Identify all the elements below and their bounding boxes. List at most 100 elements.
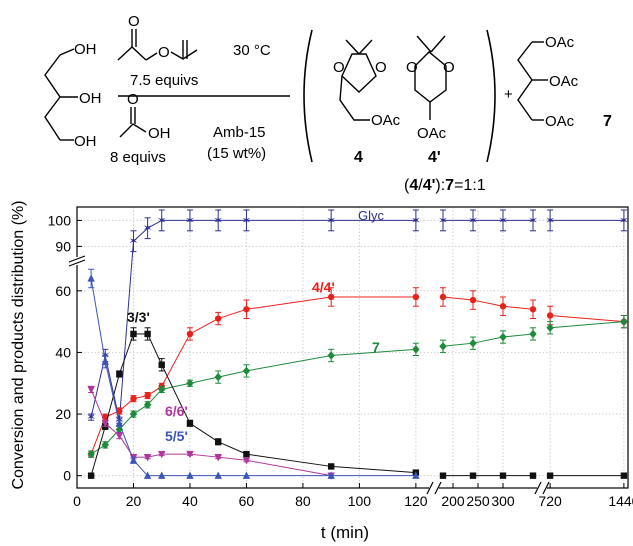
dioxane-o1: O xyxy=(406,59,418,76)
data-point xyxy=(412,293,420,301)
data-point xyxy=(529,472,537,479)
dioxolane-oac: OAc xyxy=(371,112,401,129)
temperature: 30 °C xyxy=(233,42,271,59)
series-line-segment xyxy=(218,441,247,455)
series-line-segment xyxy=(331,348,416,357)
y-tick-label: 60 xyxy=(55,283,71,299)
data-point xyxy=(158,361,165,368)
y-break-mask xyxy=(69,257,85,265)
ratio-4: 4 xyxy=(409,177,418,194)
series-line-segment xyxy=(189,318,219,335)
x-break xyxy=(542,481,550,495)
data-point xyxy=(129,456,138,464)
series-line-segment xyxy=(161,333,191,387)
series-line-segment xyxy=(331,465,416,474)
data-point xyxy=(327,463,335,470)
plus-sign: + xyxy=(504,86,513,103)
data-point xyxy=(327,293,335,301)
x-break-mask xyxy=(429,482,439,494)
data-point xyxy=(87,472,95,479)
data-point xyxy=(499,303,507,310)
y-tick-label: 40 xyxy=(55,344,71,360)
data-point xyxy=(327,471,335,479)
product-7-label: 7 xyxy=(603,113,612,130)
data-point xyxy=(242,457,251,465)
data-point xyxy=(243,450,250,458)
data-point xyxy=(469,296,477,304)
series-line-segment xyxy=(246,459,332,477)
data-point xyxy=(243,306,250,313)
data-point: ✶ xyxy=(86,410,96,424)
series-line-segment xyxy=(118,241,134,421)
catalyst-loading: (15 wt%) xyxy=(207,145,266,162)
series-line-segment xyxy=(90,355,106,418)
x-tick-label: 20 xyxy=(126,493,142,509)
data-point xyxy=(186,330,194,338)
series-line-segment xyxy=(189,422,219,443)
ipa-carbonyl-o: O xyxy=(128,13,140,30)
data-point xyxy=(158,471,166,479)
data-point xyxy=(115,432,124,440)
dioxolane-o2: O xyxy=(375,59,387,76)
product-4-label: 4 xyxy=(354,149,363,166)
data-point xyxy=(143,453,152,462)
label-7: 7 xyxy=(372,339,380,355)
data-point: ✶ xyxy=(411,213,421,227)
x-tick-label: 720 xyxy=(538,493,562,509)
ratio-close: ): xyxy=(435,177,445,194)
ratio-value: =1:1 xyxy=(454,177,486,194)
data-point xyxy=(242,471,251,479)
data-point: ✶ xyxy=(468,213,478,227)
bracket-right xyxy=(486,29,496,163)
glycerol-oh-2: OH xyxy=(79,90,102,107)
data-point xyxy=(546,323,554,332)
data-point xyxy=(115,419,124,427)
label-3-3p: 3/3' xyxy=(127,309,150,325)
data-point xyxy=(214,471,222,479)
x-tick-label: 1440 xyxy=(608,493,633,509)
series-layer: ✶✶✶✶✶✶✶✶✶✶✶✶✶✶✶✶✶ xyxy=(86,209,629,480)
data-point xyxy=(469,338,477,348)
glycerol-oh-3: OH xyxy=(74,133,97,150)
y-tick-label: 90 xyxy=(55,238,71,254)
dioxane-methyl-2 xyxy=(430,35,446,53)
data-point xyxy=(620,317,628,326)
x-tick-label: 250 xyxy=(466,493,490,509)
series-line-segment xyxy=(104,429,120,446)
x-break-mask xyxy=(537,482,547,494)
x-tick-label: 200 xyxy=(441,493,465,509)
y-axis-title: Conversion and products distribution (%) xyxy=(10,200,27,489)
series-line-segment xyxy=(147,333,163,365)
data-point xyxy=(130,395,137,402)
series-line-segment xyxy=(550,321,624,329)
series-line-segment xyxy=(442,296,474,301)
series-line-segment xyxy=(90,278,106,362)
data-point: ✶ xyxy=(241,213,251,227)
series-line-segment xyxy=(218,308,247,320)
dioxane-oac: OAc xyxy=(417,125,447,142)
x-tick-label: 120 xyxy=(404,493,428,509)
ipa-o-bond xyxy=(145,52,158,61)
data-point: ✶ xyxy=(157,213,167,227)
x-tick-label: 60 xyxy=(239,493,255,509)
y-break xyxy=(68,255,86,263)
data-point xyxy=(186,379,194,388)
data-point: ✶ xyxy=(528,213,538,227)
data-point xyxy=(546,472,554,479)
catalyst: Amb-15 xyxy=(213,124,266,141)
series-line-segment xyxy=(189,376,219,384)
data-point xyxy=(214,372,222,382)
y-tick-label: 20 xyxy=(55,406,71,422)
data-point xyxy=(116,370,123,378)
series-line-segment xyxy=(189,453,219,458)
acoh-carbonyl-o: O xyxy=(127,91,139,108)
y-tick-label: 0 xyxy=(63,468,71,484)
data-point xyxy=(101,357,109,365)
series-line-segment xyxy=(90,389,106,424)
series-line-segment xyxy=(161,382,191,390)
series-line-segment xyxy=(118,333,134,375)
data-point xyxy=(144,330,151,338)
y-break xyxy=(68,259,86,267)
glycerol-oh-bond-1 xyxy=(59,48,75,56)
series-line-segment xyxy=(442,342,474,347)
